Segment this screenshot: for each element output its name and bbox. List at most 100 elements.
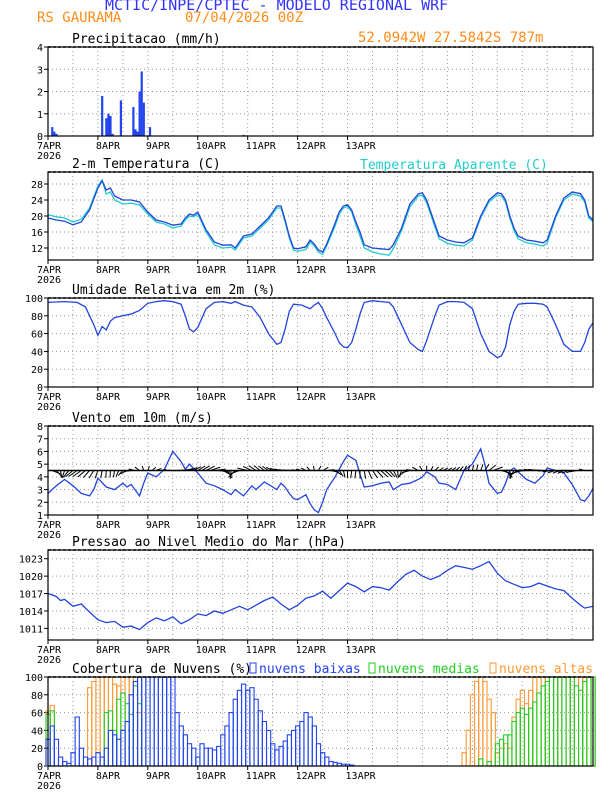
cloud-high-bar [473,680,480,767]
wind-barb [147,466,150,471]
x-tick-label: 11APR [246,392,277,403]
wind-barb [312,465,315,471]
wind-barb [94,470,99,479]
cloud-high-bar [536,676,542,767]
precip-bar [148,127,152,136]
cloud-high-bar [561,676,567,767]
wind-barb [300,467,307,471]
cloud-high-bar [532,676,538,767]
humidity-line [47,300,594,359]
x-tick-label: 12APR [296,771,327,782]
cloud-high-bar [573,676,580,767]
x-tick-label: 12APR [296,520,327,531]
y-tick-label: 2 [37,88,43,99]
wind-barb [447,467,453,471]
cloud-mid-bar [132,685,139,767]
y-tick-label: 7 [37,435,43,446]
cloud-mid-bar [528,707,534,767]
cloud-low-bar [282,740,288,767]
cloud-high-bar [494,752,501,767]
wind-barb [248,465,257,471]
panel-title: Umidade Relativa em 2m (%) [72,283,276,298]
panel-title: Cobertura de Nuvens (%) [72,662,252,677]
cloud-low-bar [62,760,68,767]
x-tick-label: 10APR [196,141,227,152]
wind-barb [141,465,145,471]
wind-barb [100,470,103,479]
wind-barb [210,466,221,471]
y-tick-label: 5 [37,460,43,471]
wind-barb [326,469,335,471]
y-tick-label: 1017 [19,590,43,601]
wind-barb [388,470,396,478]
wind-barb [492,466,503,471]
cloud-high-bar [112,683,118,767]
x-tick-label: 7APR [37,645,62,656]
cloud-low-bar [228,712,234,767]
cloud-high-bar [511,716,517,767]
wind-barb [557,470,565,474]
cloud-high-bar [507,747,513,767]
temperature-line [47,179,594,253]
wind-barb [334,470,342,476]
cloud-low-bar [253,698,259,767]
precip-bar [111,133,114,136]
legend-swatch-low [249,662,257,674]
y-tick-label: 1 [37,511,43,522]
x-tick-label: 10APR [196,265,227,276]
y-tick-label: 20 [31,212,43,223]
cloud-low-bar [95,752,101,767]
precip-bar [51,127,54,136]
x-tick-label: 7APR [37,771,62,782]
cloud-high-bar [553,676,559,767]
cloud-low-bar [87,758,93,767]
cloud-mid-bar [49,710,55,767]
y-tick-label: 28 [31,180,43,191]
x-tick-label: 8APR [96,265,121,276]
cloud-high-bar [99,676,105,767]
wind-barb [262,466,269,471]
cloud-low-bar [112,734,118,767]
cloud-mid-bar [577,689,584,767]
cloud-high-bar [136,712,143,767]
cloud-high-bar [87,687,93,767]
wind-barb [519,469,531,471]
precip-bar [142,102,145,136]
wind-barb [350,470,353,479]
cloud-low-bar [274,749,280,767]
wind-barb [59,470,63,478]
cloud-mid-bar [532,701,538,767]
wind-barb [134,466,140,471]
wind-barb [401,470,411,474]
precip-bar [101,95,104,136]
x-year-label: 2026 [37,275,61,286]
cloud-high-bar [557,676,563,767]
wind-barb [547,470,556,474]
x-year-label: 2026 [37,655,61,666]
wind-barb [77,470,86,478]
wind-barb [442,467,449,471]
wind-speed-line [47,447,594,514]
wind-barb [68,470,78,477]
y-tick-label: 60 [31,330,43,341]
cloud-high-bar [116,685,122,767]
wind-barb [123,470,132,472]
y-tick-label: 2 [37,498,43,509]
wind-barb [455,466,461,471]
cloud-low-bar [99,756,105,767]
cloud-high-bar [565,676,571,767]
x-tick-label: 11APR [246,520,277,531]
y-tick-label: 1023 [19,555,43,566]
y-tick-label: 1 [37,110,43,121]
wind-barb [237,467,248,471]
cloud-mid-bar [107,710,114,767]
x-tick-label: 13APR [346,265,377,276]
y-tick-label: 40 [31,347,43,358]
wind-barb [228,470,236,478]
cloud-low-bar [299,720,305,767]
cloud-high-bar [515,698,521,767]
wind-barb [467,465,471,471]
cloud-mid-bar [565,676,571,767]
wind-barb [578,468,585,471]
